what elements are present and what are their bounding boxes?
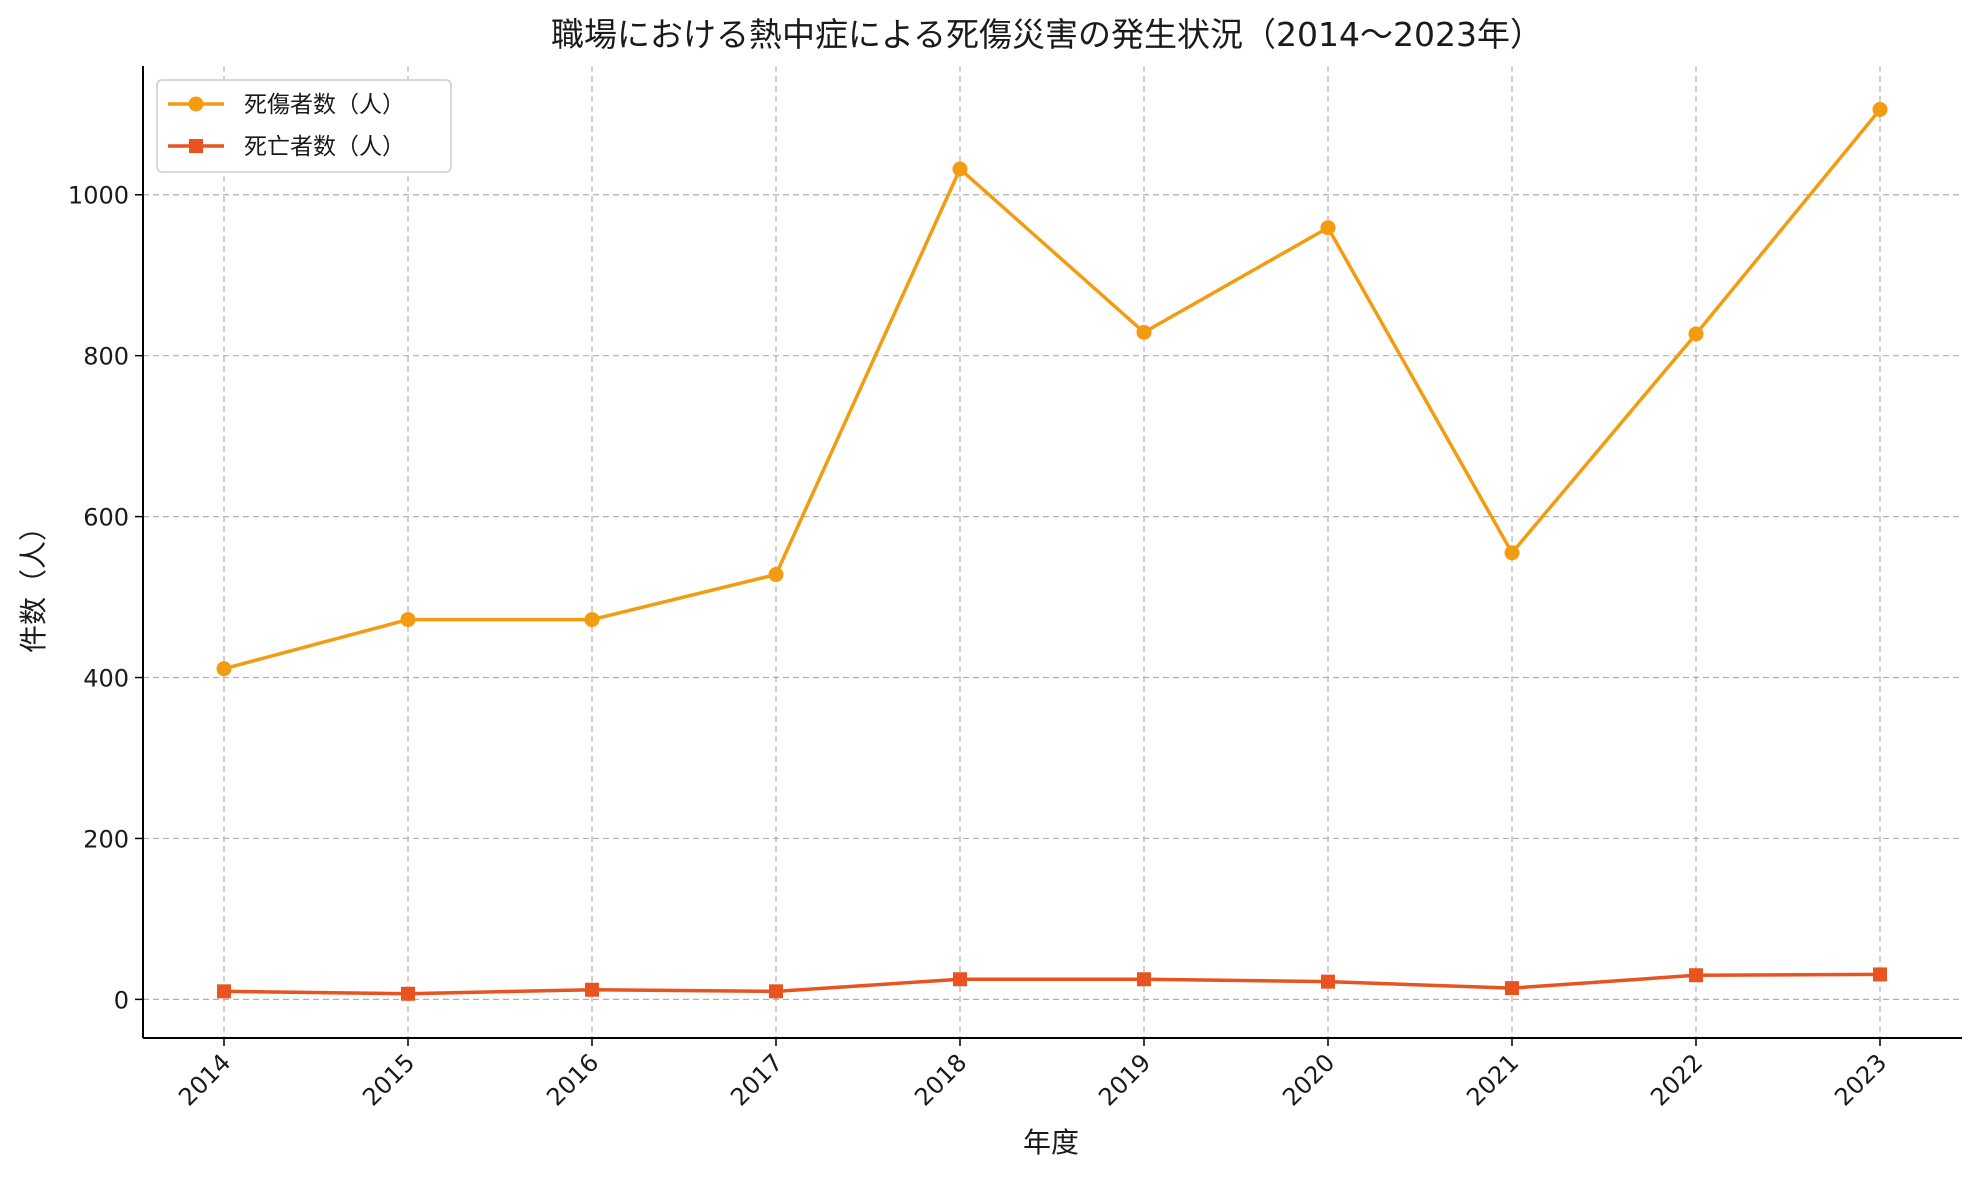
legend-item: 死傷者数（人） bbox=[168, 92, 405, 118]
legend-marker bbox=[189, 139, 203, 153]
chart-title: 職場における熱中症による死傷災害の発生状況（2014〜2023年） bbox=[551, 15, 1543, 54]
data-point bbox=[952, 161, 968, 177]
data-point bbox=[1320, 220, 1336, 236]
y-tick-label: 200 bbox=[83, 825, 129, 853]
y-tick-label: 600 bbox=[83, 504, 129, 532]
x-tick-label: 2017 bbox=[725, 1048, 788, 1111]
data-point bbox=[769, 984, 783, 999]
y-tick-label: 800 bbox=[83, 343, 129, 371]
data-point bbox=[1688, 326, 1704, 342]
grid-layer bbox=[143, 66, 1962, 1038]
series-line bbox=[223, 972, 1881, 996]
series-1 bbox=[216, 101, 1888, 677]
x-tick-label: 2023 bbox=[1829, 1048, 1892, 1111]
x-axis-label: 年度 bbox=[1023, 1126, 1079, 1159]
y-tick-label: 400 bbox=[83, 665, 129, 693]
data-point bbox=[953, 972, 967, 987]
data-point bbox=[1689, 968, 1703, 983]
series-line bbox=[223, 108, 1882, 671]
data-point bbox=[1504, 545, 1520, 561]
data-point bbox=[1872, 101, 1888, 117]
data-point bbox=[1873, 967, 1887, 982]
x-tick-label: 2014 bbox=[173, 1048, 236, 1111]
series-2 bbox=[217, 967, 1887, 1001]
data-point bbox=[401, 986, 415, 1001]
legend-label: 死亡者数（人） bbox=[244, 134, 405, 160]
data-point bbox=[400, 612, 416, 628]
x-tick-label: 2019 bbox=[1093, 1048, 1156, 1111]
x-tick-label: 2020 bbox=[1277, 1048, 1340, 1111]
legend: 死傷者数（人） 死亡者数（人） bbox=[156, 79, 452, 173]
legend-marker bbox=[188, 96, 204, 112]
data-point bbox=[1321, 974, 1335, 989]
data-point bbox=[217, 984, 231, 999]
y-tick-label: 0 bbox=[114, 986, 129, 1014]
x-tick-label: 2022 bbox=[1645, 1048, 1708, 1111]
y-axis-label: 件数（人） bbox=[17, 513, 50, 653]
data-point bbox=[768, 567, 784, 583]
data-point bbox=[1505, 981, 1519, 996]
x-tick-label: 2018 bbox=[909, 1048, 972, 1111]
x-tick-label: 2021 bbox=[1461, 1048, 1524, 1111]
y-tick-label: 1000 bbox=[68, 182, 129, 210]
data-point bbox=[585, 982, 599, 997]
series-layer bbox=[216, 101, 1888, 1001]
legend-label: 死傷者数（人） bbox=[244, 92, 405, 118]
legend-box bbox=[156, 79, 452, 173]
data-point bbox=[1136, 324, 1152, 340]
axes-layer: 2014 2015 2016 2017 2018 2019 2020 2021 2022 2023… bbox=[68, 66, 1962, 1111]
x-tick-label: 2015 bbox=[357, 1048, 420, 1111]
x-tick-label: 2016 bbox=[541, 1048, 604, 1111]
data-point bbox=[1137, 972, 1151, 987]
legend-item: 死亡者数（人） bbox=[168, 134, 405, 160]
data-point bbox=[584, 612, 600, 628]
data-point bbox=[216, 661, 232, 677]
